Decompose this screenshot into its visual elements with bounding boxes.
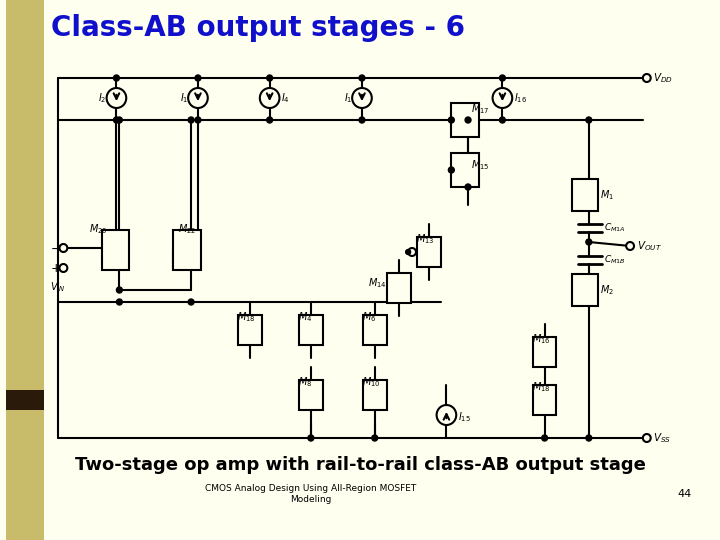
Circle shape <box>586 435 592 441</box>
Bar <box>451 153 479 187</box>
Circle shape <box>359 75 365 81</box>
Bar <box>6 0 44 540</box>
Circle shape <box>188 117 194 123</box>
Circle shape <box>372 435 378 441</box>
Circle shape <box>449 167 454 173</box>
Text: $M_4$: $M_4$ <box>298 310 312 324</box>
Bar <box>238 315 262 345</box>
Circle shape <box>60 244 68 252</box>
Circle shape <box>195 117 201 123</box>
Circle shape <box>266 75 273 81</box>
Text: $V_{OUT}$: $V_{OUT}$ <box>637 239 662 253</box>
Text: $M_{17}$: $M_{17}$ <box>471 102 490 116</box>
Bar <box>299 380 323 410</box>
Circle shape <box>260 88 279 108</box>
Circle shape <box>408 248 416 256</box>
Bar <box>299 315 323 345</box>
Circle shape <box>107 88 126 108</box>
Circle shape <box>492 88 512 108</box>
Text: $M_{20}$: $M_{20}$ <box>89 222 107 236</box>
Text: $I_{15}$: $I_{15}$ <box>458 410 471 424</box>
Text: $V_{IN}$: $V_{IN}$ <box>50 280 66 294</box>
Circle shape <box>308 435 314 441</box>
Circle shape <box>500 117 505 123</box>
Bar <box>533 337 557 367</box>
Circle shape <box>541 435 548 441</box>
Bar <box>102 230 129 270</box>
Circle shape <box>586 117 592 123</box>
Bar <box>363 315 387 345</box>
Circle shape <box>586 239 592 245</box>
Text: $M_1$: $M_1$ <box>600 188 613 202</box>
Circle shape <box>449 117 454 123</box>
Circle shape <box>405 249 410 254</box>
Bar <box>533 385 557 415</box>
Circle shape <box>359 117 365 123</box>
Text: $M_{10}$: $M_{10}$ <box>362 375 381 389</box>
Bar <box>572 179 598 211</box>
Circle shape <box>114 117 120 123</box>
Text: $M_8$: $M_8$ <box>298 375 312 389</box>
Circle shape <box>465 117 471 123</box>
Circle shape <box>643 74 651 82</box>
Text: $M_{13}$: $M_{13}$ <box>416 232 434 246</box>
Bar <box>363 380 387 410</box>
Circle shape <box>117 299 122 305</box>
Bar <box>451 103 479 137</box>
Text: $M_{18}$: $M_{18}$ <box>237 310 256 324</box>
Text: $I_{18}$: $I_{18}$ <box>180 91 193 105</box>
Circle shape <box>266 117 273 123</box>
Circle shape <box>500 75 505 81</box>
Text: $V_{SS}$: $V_{SS}$ <box>652 431 671 445</box>
Text: $M_{14}$: $M_{14}$ <box>368 276 387 290</box>
Circle shape <box>60 264 68 272</box>
Text: $M_6$: $M_6$ <box>362 310 377 324</box>
Text: $C_{M1B}$: $C_{M1B}$ <box>603 254 625 266</box>
Circle shape <box>117 287 122 293</box>
Text: $I_{13}$: $I_{13}$ <box>344 91 357 105</box>
Text: 44: 44 <box>677 489 691 499</box>
Text: $M_{15}$: $M_{15}$ <box>471 158 490 172</box>
Text: $+$: $+$ <box>50 261 61 274</box>
Circle shape <box>114 75 120 81</box>
Text: Two-stage op amp with rail-to-rail class-AB output stage: Two-stage op amp with rail-to-rail class… <box>75 456 645 474</box>
Bar <box>572 274 598 306</box>
Circle shape <box>626 242 634 250</box>
Text: $M_2$: $M_2$ <box>600 283 613 297</box>
Bar <box>387 273 411 303</box>
Circle shape <box>188 88 208 108</box>
Text: $M_{22}$: $M_{22}$ <box>179 222 197 236</box>
Text: $M_{16}$: $M_{16}$ <box>532 332 551 346</box>
Text: $I_4$: $I_4$ <box>282 91 290 105</box>
Circle shape <box>117 117 122 123</box>
Circle shape <box>188 299 194 305</box>
Circle shape <box>643 434 651 442</box>
Text: $I_{20}$: $I_{20}$ <box>99 91 112 105</box>
Circle shape <box>465 184 471 190</box>
Text: $V_{DD}$: $V_{DD}$ <box>652 71 672 85</box>
Circle shape <box>195 75 201 81</box>
Text: $-$: $-$ <box>50 241 60 254</box>
Circle shape <box>436 405 456 425</box>
Text: Class-AB output stages - 6: Class-AB output stages - 6 <box>50 14 464 42</box>
Text: $I_{16}$: $I_{16}$ <box>514 91 527 105</box>
Bar <box>417 237 441 267</box>
Circle shape <box>352 88 372 108</box>
Text: CMOS Analog Design Using All-Region MOSFET
Modeling: CMOS Analog Design Using All-Region MOSF… <box>205 484 416 504</box>
Bar <box>6 390 44 410</box>
Text: $C_{M1A}$: $C_{M1A}$ <box>603 222 625 234</box>
Text: $M_{18}$: $M_{18}$ <box>532 380 551 394</box>
Bar <box>174 230 201 270</box>
